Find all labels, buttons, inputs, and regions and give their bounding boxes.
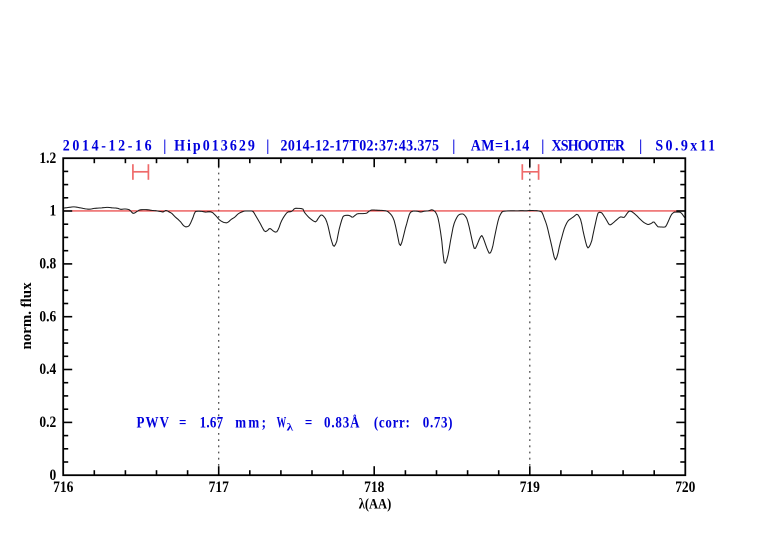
- svg-text:0.73): 0.73): [423, 414, 453, 432]
- svg-text:0.83Å: 0.83Å: [324, 414, 360, 432]
- svg-text:λ(AA): λ(AA): [359, 495, 392, 512]
- svg-text:0.6: 0.6: [39, 308, 56, 325]
- svg-text:0.8: 0.8: [39, 256, 56, 273]
- svg-text:0.4: 0.4: [39, 361, 56, 378]
- svg-text:(corr:: (corr:: [374, 414, 411, 432]
- svg-text:1.2: 1.2: [39, 150, 56, 167]
- svg-text:PWV: PWV: [137, 414, 171, 432]
- svg-text:Hip013629: Hip013629: [174, 138, 257, 155]
- svg-text:720: 720: [675, 479, 695, 496]
- svg-text:1: 1: [49, 203, 56, 220]
- svg-text:719: 719: [520, 479, 540, 496]
- svg-text:0.2: 0.2: [39, 414, 56, 431]
- svg-text:716: 716: [53, 479, 73, 496]
- svg-text:|: |: [266, 138, 269, 155]
- svg-text:S0.9x11: S0.9x11: [655, 138, 717, 155]
- svg-text:|: |: [163, 138, 166, 155]
- svg-text:norm. flux: norm. flux: [18, 282, 34, 349]
- svg-text:=: =: [305, 414, 312, 432]
- svg-text:717: 717: [209, 479, 229, 496]
- svg-text:AM=1.14: AM=1.14: [471, 138, 530, 155]
- svg-text:λ: λ: [287, 423, 294, 434]
- svg-text:mm;: mm;: [235, 414, 268, 432]
- svg-text:2014-12-17T02:37:43.375: 2014-12-17T02:37:43.375: [281, 138, 440, 155]
- svg-text:2014-12-16: 2014-12-16: [63, 138, 155, 155]
- svg-text:0: 0: [49, 467, 56, 484]
- svg-text:|: |: [452, 138, 455, 155]
- svg-text:XSHOOTER: XSHOOTER: [552, 138, 626, 155]
- svg-text:W: W: [277, 414, 287, 432]
- svg-text:|: |: [541, 138, 544, 155]
- svg-text:718: 718: [364, 479, 384, 496]
- svg-text:=: =: [179, 414, 186, 432]
- svg-text:|: |: [639, 138, 642, 155]
- svg-text:1.67: 1.67: [200, 414, 224, 432]
